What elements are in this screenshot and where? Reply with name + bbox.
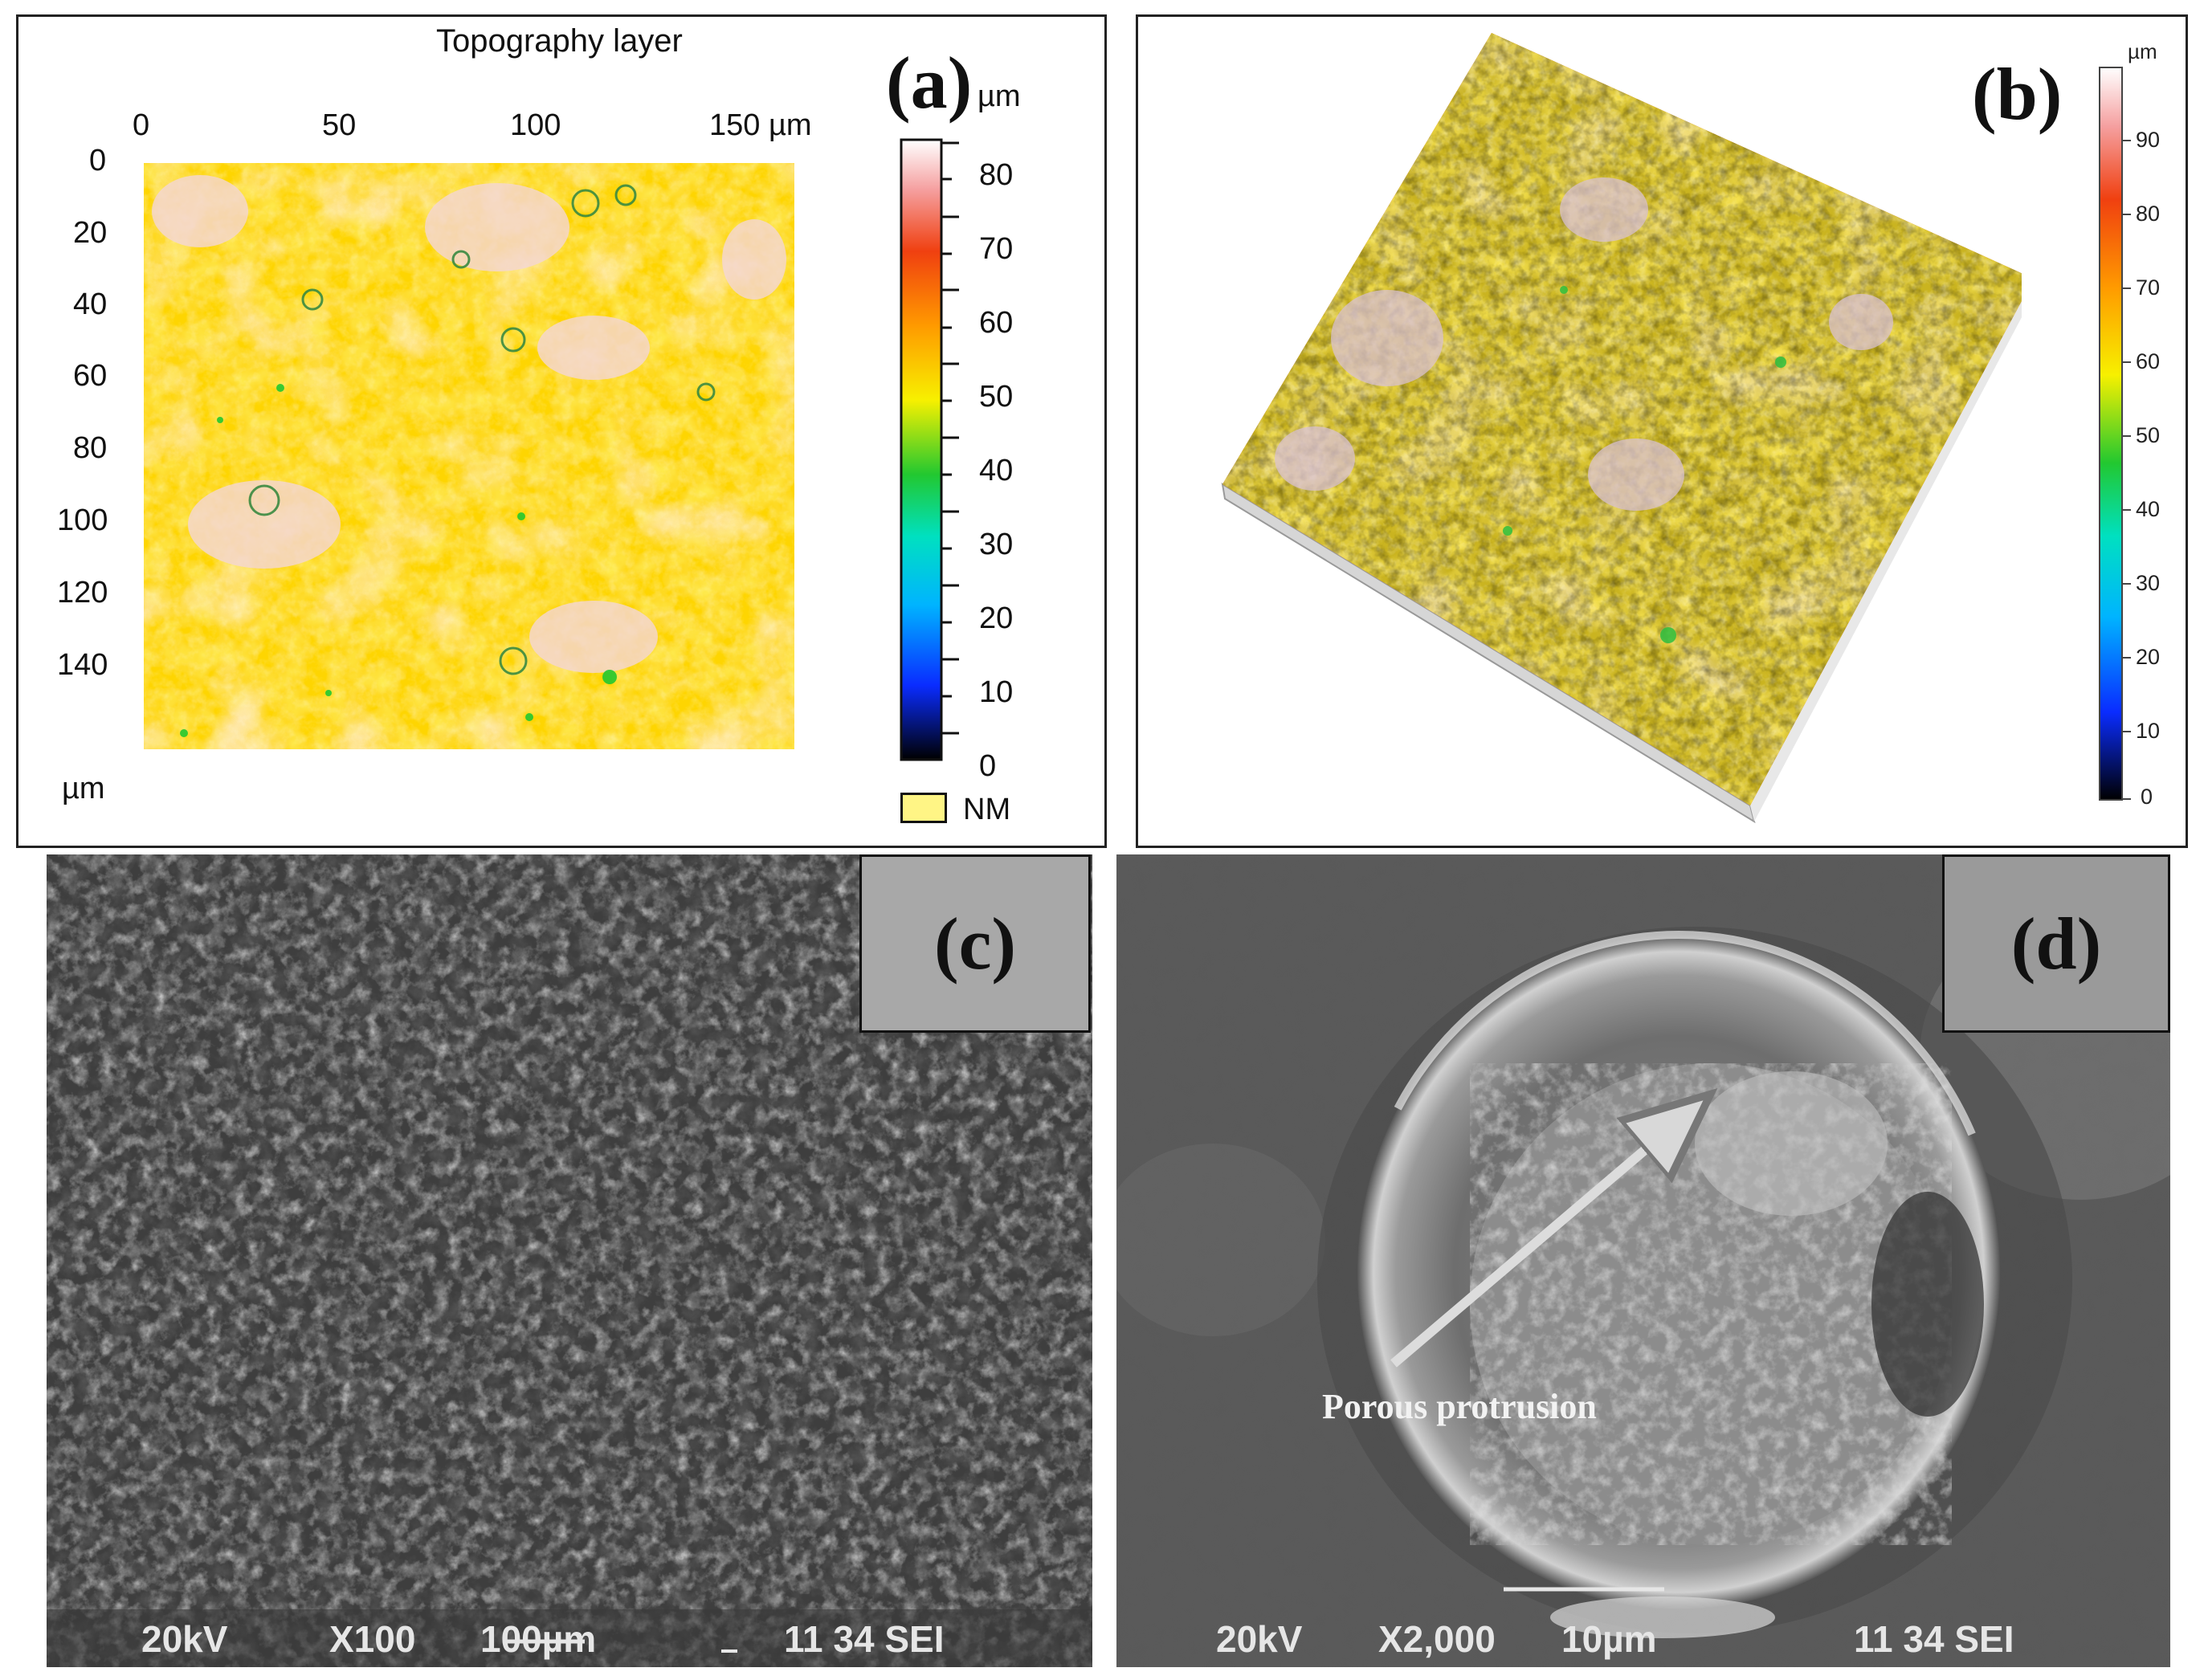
colorbar-a-tick: 50 (979, 380, 1014, 414)
x-tick-label: 150 µm (709, 108, 812, 142)
colorbar-a-tick: 70 (979, 232, 1014, 266)
panel-c-label-box: (c) (859, 854, 1091, 1033)
colorbar-b-tick: 50 (2136, 423, 2161, 447)
colorbar-a-tick: 0 (979, 749, 997, 783)
colorbar-b-tick: 90 (2136, 128, 2161, 152)
axis-unit-label: µm (62, 772, 105, 805)
panel-d-label: (d) (2010, 903, 2102, 985)
x-tick-label: 50 (322, 108, 357, 142)
panel-a: Topography layer 0 50 100 150 µm 0 20 40… (16, 14, 1107, 848)
sem-d-magnification: X2,000 (1378, 1618, 1496, 1660)
nm-legend-swatch (900, 793, 947, 823)
colorbar-b (2099, 67, 2131, 801)
x-tick-label: 0 (133, 108, 150, 142)
colorbar-a (900, 138, 959, 761)
y-tick-label: 20 (73, 216, 108, 250)
panel-d-label-box: (d) (1942, 854, 2170, 1033)
nm-legend-label: NM (963, 793, 1011, 826)
panel-a-title: Topography layer (436, 23, 683, 59)
colorbar-b-tick: 70 (2136, 275, 2161, 300)
y-tick-label: 120 (57, 576, 108, 610)
y-tick-label: 60 (73, 359, 108, 393)
x-tick-label: 100 (510, 108, 561, 142)
y-tick-label: 80 (73, 431, 108, 465)
topography-map (144, 163, 794, 749)
colorbar-a-tick: 40 (979, 454, 1014, 487)
y-tick-label: 100 (57, 504, 108, 537)
panel-c: (c) 20kV X100 100µm 11 34 SEI (47, 854, 1092, 1667)
sem-d-voltage: 20kV (1216, 1618, 1303, 1660)
y-tick-label: 140 (57, 648, 108, 682)
sem-d-code: 11 34 SEI (1854, 1618, 2014, 1660)
colorbar-b-tick: 20 (2136, 645, 2161, 669)
colorbar-a-tick: 60 (979, 306, 1014, 340)
colorbar-b-tick: 10 (2136, 719, 2161, 743)
panel-c-label: (c) (933, 903, 1017, 985)
colorbar-b-tick: 0 (2141, 785, 2153, 809)
porous-protrusion-annotation: Porous protrusion (1322, 1387, 1597, 1426)
colorbar-b-unit: µm (2128, 39, 2157, 63)
panel-b: µm 90 80 70 60 50 40 30 20 10 0 (b) (1136, 14, 2188, 848)
colorbar-b-tick: 30 (2136, 571, 2161, 595)
surface-3d-view (1221, 33, 2022, 824)
colorbar-a-tick: 20 (979, 601, 1014, 635)
panel-b-label: (b) (1972, 53, 2063, 135)
colorbar-b-tick: 40 (2136, 497, 2161, 521)
sem-image-c (47, 854, 1092, 1667)
colorbar-a-tick: 80 (979, 158, 1014, 192)
sem-c-magnification: X100 (329, 1618, 416, 1660)
sem-d-scale: 10µm (1561, 1618, 1657, 1660)
panel-a-label: (a) (886, 42, 973, 124)
y-tick-label: 0 (89, 144, 107, 177)
colorbar-a-unit: µm (978, 80, 1021, 113)
colorbar-a-tick: 10 (979, 675, 1014, 709)
sem-c-voltage: 20kV (141, 1618, 228, 1660)
panel-d: (d) Porous protrusion 20kV X2,000 10µm 1… (1116, 854, 2170, 1667)
sem-c-scale: 100µm (480, 1618, 597, 1660)
colorbar-b-tick: 60 (2136, 349, 2161, 373)
sem-c-code: 11 34 SEI (784, 1618, 945, 1660)
colorbar-b-tick: 80 (2136, 202, 2161, 226)
colorbar-a-tick: 30 (979, 528, 1014, 561)
y-tick-label: 40 (73, 287, 108, 321)
